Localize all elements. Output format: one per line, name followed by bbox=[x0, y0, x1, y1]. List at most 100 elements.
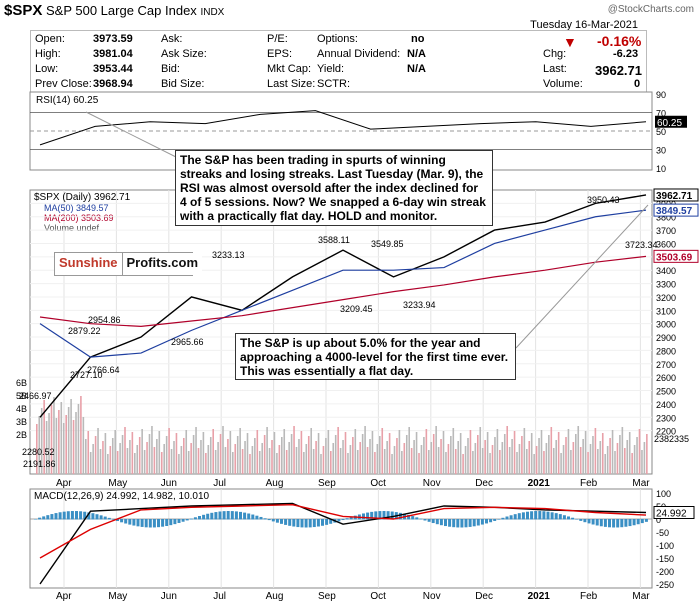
macd-histogram-bar bbox=[493, 519, 497, 521]
low-value: 3953.44 bbox=[93, 63, 133, 75]
macd-histogram-bar bbox=[136, 519, 140, 527]
price-label: 2965.66 bbox=[171, 337, 204, 347]
volume-bar bbox=[486, 432, 489, 474]
macd-histogram-bar bbox=[214, 512, 218, 520]
volume-bar bbox=[77, 404, 80, 474]
volume-bar bbox=[606, 446, 609, 474]
last-badge-value: 3962.71 bbox=[656, 191, 693, 202]
volume-bar bbox=[501, 442, 504, 474]
volume-bar bbox=[325, 438, 327, 474]
volume-bar bbox=[197, 448, 200, 474]
volume-bar bbox=[111, 438, 114, 474]
volume-bar bbox=[489, 453, 491, 474]
high-label: High: bbox=[35, 48, 61, 60]
volume-bar bbox=[361, 434, 364, 474]
volume-bar bbox=[584, 431, 587, 474]
macd-histogram-bar bbox=[275, 519, 279, 523]
volume-bar bbox=[481, 448, 484, 474]
volume-bar bbox=[543, 451, 545, 474]
macd-histogram-bar bbox=[234, 511, 238, 520]
macd-histogram-bar bbox=[435, 519, 439, 525]
volume-bar bbox=[418, 453, 420, 474]
volume-bar bbox=[545, 443, 548, 474]
price-tick-3600: 3600 bbox=[656, 239, 676, 249]
volume-bar bbox=[472, 451, 474, 474]
volume-bar bbox=[562, 445, 565, 474]
macd-histogram-bar bbox=[472, 519, 476, 527]
macd-histogram-bar bbox=[181, 519, 185, 522]
macd-x-tick-Mar: Mar bbox=[632, 591, 650, 602]
price-legend-1: MA(200) 3503.69 bbox=[44, 213, 114, 223]
macd-tick--150: -150 bbox=[656, 554, 674, 564]
volume-bar bbox=[383, 449, 386, 474]
volume-tick-5B: 5B bbox=[16, 391, 27, 401]
volume-bar bbox=[236, 436, 239, 474]
macd-frame bbox=[29, 488, 653, 589]
sctr-label: SCTR: bbox=[317, 78, 350, 90]
volume-bar bbox=[60, 402, 63, 474]
macd-histogram-bar bbox=[325, 519, 329, 525]
volume-bar bbox=[477, 435, 479, 474]
macd-histogram-bar bbox=[407, 514, 411, 520]
logo-text-a: Sunshine bbox=[55, 253, 122, 275]
macd-series-MACD bbox=[39, 502, 647, 585]
volume-bar bbox=[285, 450, 288, 474]
price-label: 3233.13 bbox=[212, 250, 245, 260]
macd-histogram-bar bbox=[398, 512, 402, 520]
volume-bar bbox=[67, 407, 70, 474]
volume-bar bbox=[116, 451, 119, 474]
price-label: 3950.43 bbox=[587, 195, 620, 205]
volume-bar bbox=[219, 434, 222, 474]
volume-label: Volume: bbox=[543, 78, 583, 90]
price-tick-3300: 3300 bbox=[656, 280, 676, 290]
volume-bar bbox=[597, 449, 599, 474]
volume-bar bbox=[552, 448, 555, 474]
volume-bar bbox=[526, 449, 528, 474]
macd-histogram-bar bbox=[128, 519, 132, 525]
macd-histogram-bar bbox=[42, 516, 46, 520]
volume-bar bbox=[109, 446, 112, 474]
volume-bar bbox=[72, 420, 75, 474]
volume-bar bbox=[533, 454, 535, 474]
eps-label: EPS: bbox=[267, 48, 293, 60]
volume-bar bbox=[548, 435, 550, 474]
price-label: 2766.64 bbox=[87, 365, 120, 375]
volume-bar bbox=[469, 430, 472, 474]
volume-bar bbox=[183, 438, 185, 474]
macd-title: MACD(12,26,9) 24.992, 14.982, 10.010 bbox=[34, 491, 210, 502]
volume-bar bbox=[437, 447, 440, 474]
volume-bar bbox=[104, 433, 107, 474]
macd-histogram-bar bbox=[202, 514, 206, 520]
macd-histogram-bar bbox=[349, 516, 353, 520]
index-name: S&P 500 Large Cap Index bbox=[45, 3, 197, 18]
volume-bar bbox=[293, 426, 295, 474]
price-tick-2800: 2800 bbox=[656, 346, 676, 356]
volume-bar bbox=[467, 438, 469, 474]
volume-bar bbox=[369, 439, 371, 474]
volume-bar bbox=[82, 417, 85, 474]
prev-close-label: Prev Close: bbox=[35, 78, 92, 90]
volume-bar bbox=[222, 426, 224, 474]
volume-bar bbox=[276, 453, 278, 474]
price-legend-2: Volume undef bbox=[44, 223, 100, 233]
macd-histogram-bar bbox=[579, 519, 583, 521]
macd-x-tick-May: May bbox=[108, 591, 127, 602]
price-series-MA(200) bbox=[39, 255, 647, 327]
price-label: 3233.94 bbox=[403, 300, 436, 310]
macd-histogram-bar bbox=[91, 513, 95, 520]
volume-bar bbox=[528, 441, 531, 474]
volume-bar bbox=[589, 444, 592, 474]
volume-bar bbox=[577, 426, 580, 474]
volume-bar bbox=[175, 433, 178, 474]
volume-bar bbox=[239, 428, 241, 474]
macd-histogram-bar bbox=[370, 511, 374, 520]
ma200-badge bbox=[653, 249, 699, 263]
price-label: 3209.45 bbox=[340, 304, 373, 314]
macd-histogram-bar bbox=[38, 517, 42, 520]
price-legend-0: MA(50) 3849.57 bbox=[44, 203, 109, 213]
volume-bar bbox=[459, 433, 462, 474]
macd-tick--50: -50 bbox=[656, 528, 669, 538]
macd-histogram-bar bbox=[644, 519, 648, 522]
volume-bar bbox=[180, 446, 183, 474]
